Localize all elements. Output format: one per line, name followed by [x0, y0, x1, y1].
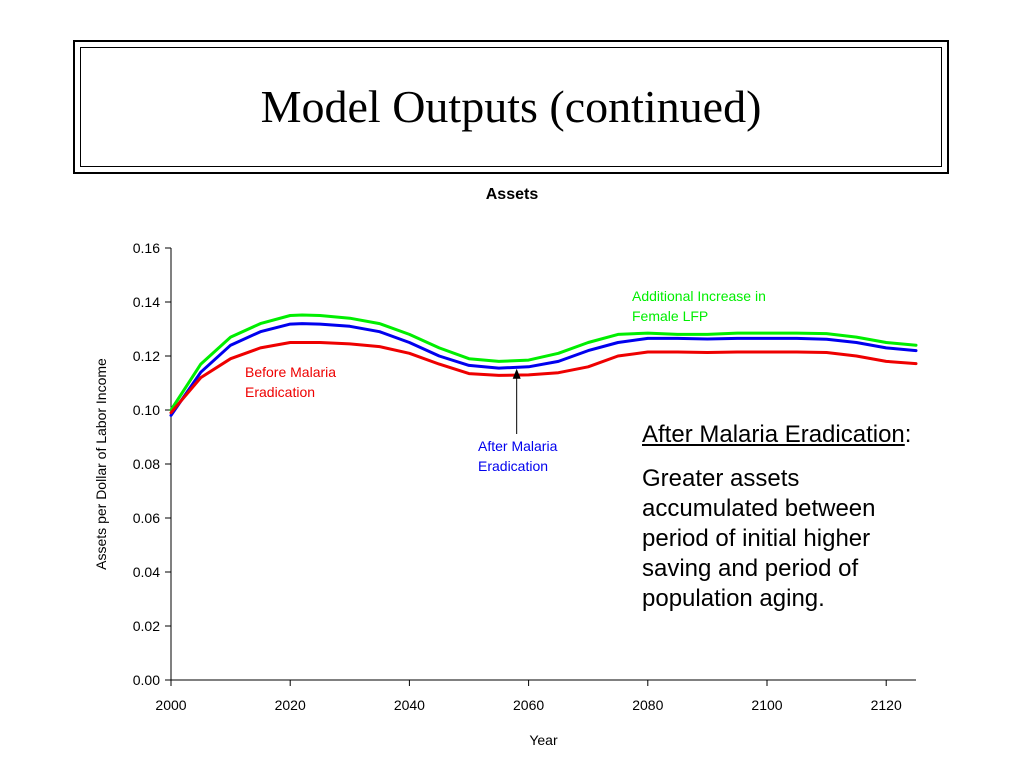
slide-title: Model Outputs (continued) [260, 81, 762, 132]
x-tick-label: 2120 [871, 697, 902, 713]
annotation-before-eradication-line: Before Malaria [245, 364, 336, 380]
x-axis-label: Year [529, 732, 558, 748]
chart-series [169, 313, 918, 417]
callout-heading: After Malaria Eradication: [642, 420, 942, 450]
x-tick-label: 2100 [751, 697, 782, 713]
y-axis-label: Assets per Dollar of Labor Income [93, 358, 109, 570]
annotation-after-eradication: After Malaria Eradication [478, 438, 558, 474]
x-tick-label: 2040 [394, 697, 425, 713]
y-tick-label: 0.12 [133, 348, 160, 364]
series-line-after-eradication [169, 322, 918, 417]
chart-axes: 0.00 0.02 0.04 0.06 0.08 0.10 0.12 0.14 0.16 2000… [93, 240, 916, 748]
x-tick-label: 2080 [632, 697, 663, 713]
chart-title: Assets [485, 186, 539, 203]
x-tick-label: 2020 [275, 697, 306, 713]
title-frame: Model Outputs (continued) [73, 40, 949, 174]
annotation-before-eradication-line: Eradication [245, 384, 315, 400]
series-line-before-eradication [169, 341, 918, 415]
annotation-female-lfp: Additional Increase in Female LFP [632, 288, 766, 324]
annotation-after-eradication-line: Eradication [478, 458, 548, 474]
annotation-female-lfp-line: Additional Increase in [632, 288, 766, 304]
callout-heading-text: After Malaria Eradication [642, 421, 905, 448]
chart-annotations: Before Malaria Eradication After Malaria Er… [245, 288, 766, 474]
annotation-female-lfp-line: Female LFP [632, 308, 708, 324]
y-tick-label: 0.16 [133, 240, 160, 256]
series-line-female-lfp [169, 313, 918, 412]
y-tick-label: 0.02 [133, 618, 160, 634]
y-tick-label: 0.14 [133, 294, 160, 310]
y-tick-label: 0.00 [133, 672, 160, 688]
annotation-before-eradication: Before Malaria Eradication [245, 364, 336, 400]
y-tick-label: 0.06 [133, 510, 160, 526]
title-inner-frame: Model Outputs (continued) [80, 47, 942, 167]
y-tick-label: 0.08 [133, 456, 160, 472]
x-tick-label: 2000 [155, 697, 186, 713]
annotation-after-eradication-line: After Malaria [478, 438, 558, 454]
annotation-arrowhead [512, 368, 521, 379]
callout-heading-colon: : [904, 421, 912, 448]
x-tick-label: 2060 [513, 697, 544, 713]
y-tick-label: 0.10 [133, 402, 160, 418]
callout-body: Greater assets accumulated between perio… [642, 465, 876, 612]
callout-box: After Malaria Eradication: Greater asset… [642, 420, 942, 614]
y-tick-label: 0.04 [133, 564, 160, 580]
